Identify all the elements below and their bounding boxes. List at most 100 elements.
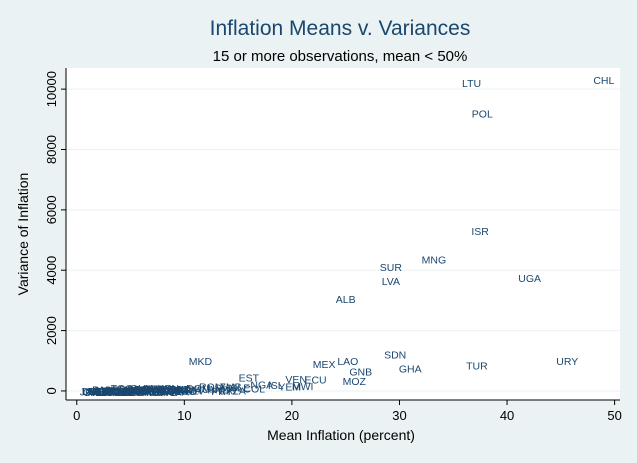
data-point-label: PAK xyxy=(148,386,168,398)
data-point-label: IRL xyxy=(139,387,156,399)
data-point-label: DEU xyxy=(82,386,104,398)
data-point-label: ECU xyxy=(304,374,326,386)
data-point-label: LTU xyxy=(462,78,481,90)
data-point-label: ISL xyxy=(268,380,284,392)
data-point-label: TTO xyxy=(145,384,166,396)
data-point-label: SWZ xyxy=(166,384,190,396)
data-point-label: ZAF xyxy=(170,385,190,397)
data-point-label: PNG xyxy=(137,387,160,399)
data-point-label: POL xyxy=(472,108,493,120)
data-point-label: BEN xyxy=(94,386,116,398)
data-point-label: KEN xyxy=(157,383,179,395)
data-point-label: ETH xyxy=(139,385,160,397)
data-point-label: ISR xyxy=(471,226,489,238)
data-point-label: MYS xyxy=(102,387,125,399)
y-tick-label: 10000 xyxy=(44,71,59,107)
data-point-label: ALB xyxy=(336,294,356,306)
data-point-label: LVA xyxy=(382,276,400,288)
data-point-label: AUT xyxy=(91,387,113,399)
data-point-label: BRB xyxy=(127,384,149,396)
data-point-label: CAF xyxy=(134,386,155,398)
data-point-label: GNB xyxy=(349,366,372,378)
data-point-label: ITA xyxy=(123,387,139,399)
data-point-label: CRI xyxy=(218,385,236,397)
x-axis-ticks: 0 10 20 30 40 50 xyxy=(73,400,622,423)
data-point-label: BFA xyxy=(88,386,108,398)
data-point-label: TUN xyxy=(114,386,136,398)
data-point-label: MOZ xyxy=(343,376,367,388)
axes xyxy=(65,68,620,401)
data-point-label: CMR xyxy=(116,386,140,398)
y-tick-label: 4000 xyxy=(44,256,59,285)
data-point-label: SLE xyxy=(230,382,250,394)
data-point-label: TZA xyxy=(226,386,246,398)
data-point-label: FJI xyxy=(133,385,148,397)
x-tick-label: 50 xyxy=(607,408,621,423)
data-point-label: SYR xyxy=(163,386,185,398)
y-tick-label: 6000 xyxy=(44,195,59,224)
data-point-label: PAN xyxy=(92,384,113,396)
data-point-label: JPN xyxy=(80,387,100,399)
data-point-label: IDN xyxy=(173,384,191,396)
data-point-label: NPL xyxy=(156,387,177,399)
data-point-label: YEM xyxy=(278,381,301,393)
data-point-label: NOR xyxy=(105,387,129,399)
data-point-label: BHS xyxy=(119,384,141,396)
data-point-label: NER xyxy=(89,386,112,398)
data-point-label: THA xyxy=(109,386,130,398)
data-point-label: BEL xyxy=(95,387,115,399)
data-point-label: MEX xyxy=(313,359,336,371)
data-point-label: ROM xyxy=(199,381,224,393)
data-point-label: GTM xyxy=(164,385,187,397)
x-axis-title: Mean Inflation (percent) xyxy=(267,427,415,443)
data-point-label: IND xyxy=(152,384,171,396)
data-point-label: NGA xyxy=(250,379,273,391)
data-point-label: SGP xyxy=(86,386,108,398)
data-point-label: CIV xyxy=(124,386,142,398)
data-point-label: GRC xyxy=(151,386,175,398)
gridlines xyxy=(66,88,620,392)
data-point-label: COL xyxy=(243,384,265,396)
data-point-label: EGY xyxy=(160,385,182,397)
data-point-label: TCD xyxy=(126,386,148,398)
data-point-label: FRA xyxy=(107,387,128,399)
data-point-label: CHE xyxy=(83,387,105,399)
data-point-label: SWE xyxy=(108,385,132,397)
y-tick-label: 2000 xyxy=(44,316,59,345)
data-point-label: HND xyxy=(207,385,230,397)
data-point-label: SVK xyxy=(157,387,178,399)
data-point-label: SEN xyxy=(105,385,127,397)
x-tick-label: 20 xyxy=(285,408,299,423)
data-point-label: PHL xyxy=(144,384,165,396)
data-point-label: TGO xyxy=(111,383,134,395)
y-tick-label: 8000 xyxy=(44,135,59,164)
data-point-label: TUR xyxy=(466,360,488,372)
chart-title: Inflation Means v. Variances xyxy=(210,17,471,40)
data-point-label: SVN xyxy=(214,383,236,395)
data-point-label: AUS xyxy=(110,387,132,399)
x-tick-label: 40 xyxy=(500,408,514,423)
data-point-label: PRY xyxy=(211,386,232,398)
data-point-label: CAN xyxy=(101,386,123,398)
data-point-label: MWI xyxy=(292,381,314,393)
data-point-label: JAM xyxy=(179,385,200,397)
data-point-label: URY xyxy=(556,356,578,368)
data-point-label: EST xyxy=(239,372,260,384)
data-point-label: SLV xyxy=(186,386,205,398)
data-point-label: LSO xyxy=(176,386,197,398)
data-point-label: KOR xyxy=(125,385,148,397)
chart-subtitle: 15 or more observations, mean < 50% xyxy=(213,48,468,65)
data-point-label: DOM xyxy=(186,383,211,395)
data-point-label: FIN xyxy=(107,386,124,398)
data-point-label: COG xyxy=(140,386,164,398)
data-point-label: VEN xyxy=(285,374,307,386)
x-tick-label: 30 xyxy=(392,408,406,423)
data-point-label: MAR xyxy=(123,385,147,397)
plot-area xyxy=(66,68,620,400)
data-point-label: UGA xyxy=(518,273,541,285)
data-point-label: SDN xyxy=(384,350,406,362)
data-point-label: USA xyxy=(98,387,120,399)
data-point-label: GAB xyxy=(98,385,120,397)
x-tick-label: 10 xyxy=(177,408,191,423)
